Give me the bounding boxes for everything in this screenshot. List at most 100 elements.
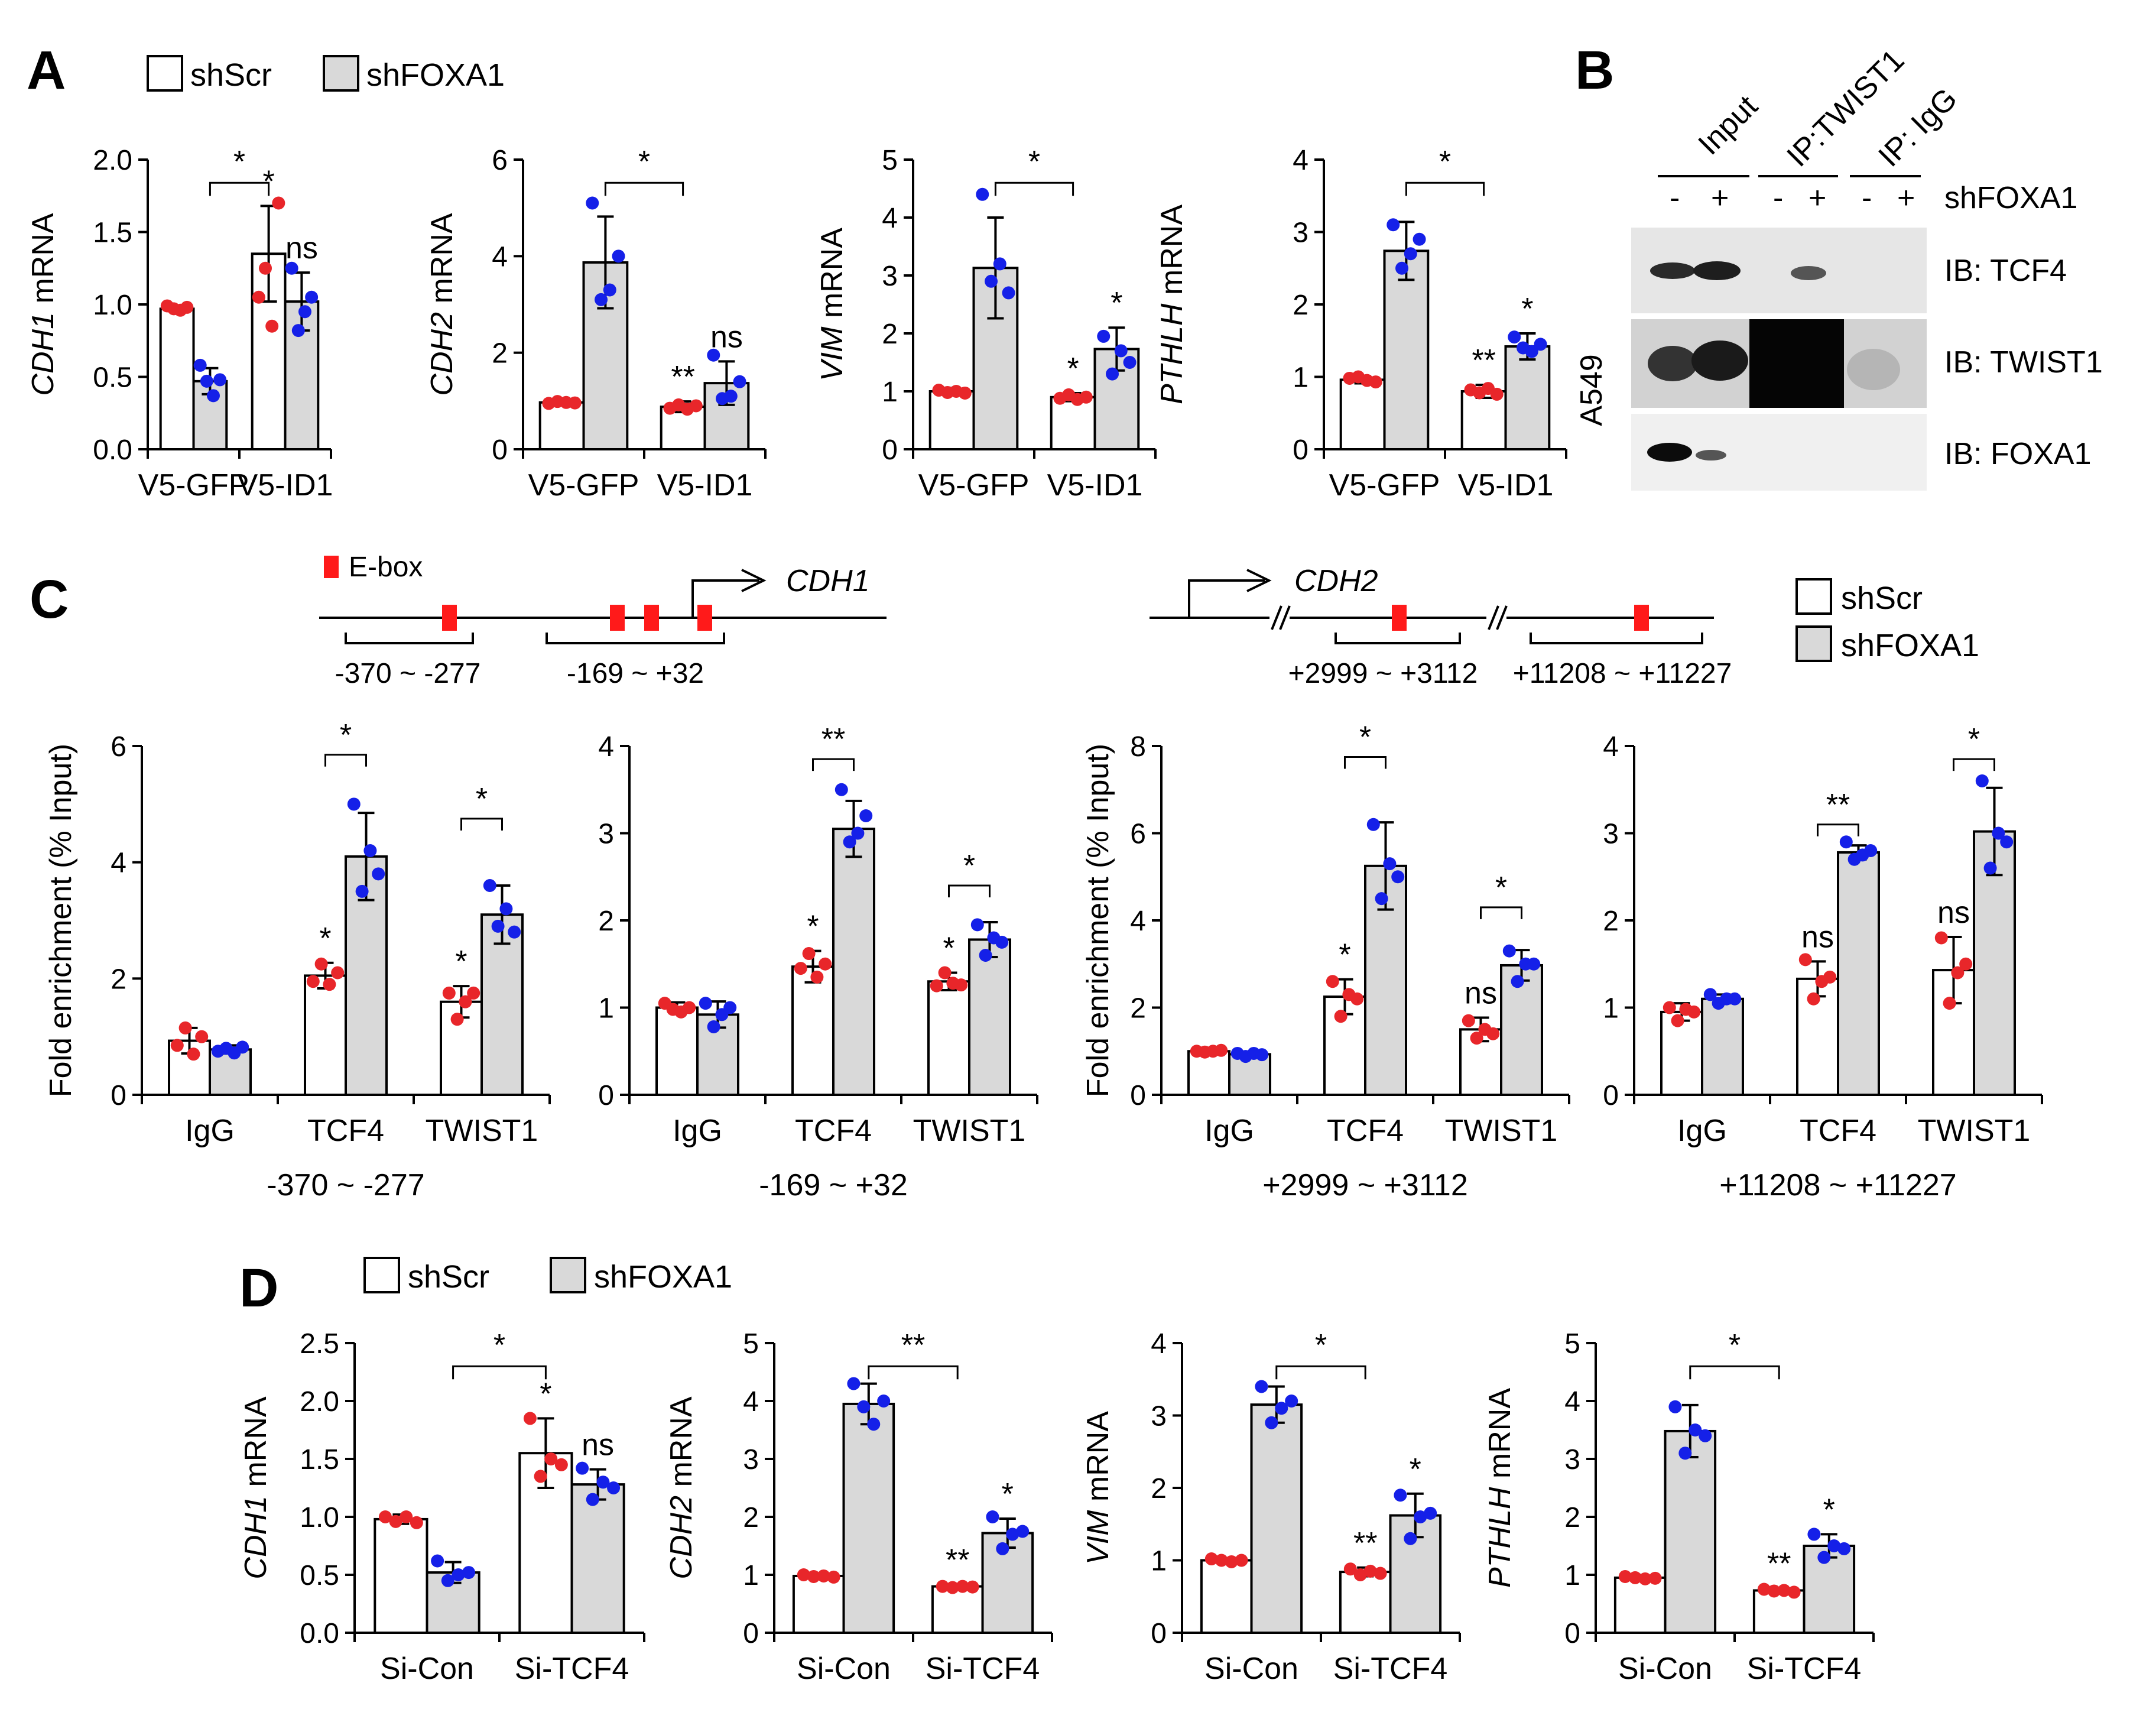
data-point <box>1395 261 1409 275</box>
y-axis-label: Fold enrichment (% Input) <box>44 744 78 1097</box>
data-point <box>2000 835 2014 849</box>
y-tick-label: 3 <box>1603 819 1619 850</box>
y-tick-label: 4 <box>1151 1328 1167 1360</box>
x-category-label: Si-TCF4 <box>926 1652 1040 1686</box>
y-axis-label: CDH1 mRNA <box>239 1396 273 1579</box>
data-point <box>1016 1525 1030 1538</box>
ebox-legend-marker <box>324 556 339 578</box>
data-point <box>827 1570 840 1584</box>
comparison-bracket-label: * <box>1968 722 1980 757</box>
data-point <box>1807 992 1820 1006</box>
data-point <box>1470 1032 1483 1045</box>
data-point <box>452 1568 465 1581</box>
y-tick-label: 0 <box>882 434 898 466</box>
significance-label: * <box>1111 286 1122 320</box>
significance-label: * <box>1002 1477 1014 1512</box>
x-category-label: IgG <box>673 1114 722 1148</box>
legend-d: shScr shFOXA1 <box>363 1257 732 1295</box>
x-category-label: IgG <box>185 1114 235 1148</box>
blot-band <box>1650 262 1695 279</box>
data-point <box>534 1470 547 1483</box>
y-tick-label: 1.0 <box>300 1502 339 1533</box>
y-axis-label: CDH2 mRNA <box>664 1396 699 1579</box>
data-point <box>689 399 703 413</box>
blot-lane-mark: - <box>1670 181 1680 215</box>
data-point <box>1534 338 1547 351</box>
data-point <box>1827 1539 1841 1552</box>
data-point <box>305 290 319 304</box>
y-tick-label: 0 <box>743 1618 759 1649</box>
legend-label-shfoxa1: shFOXA1 <box>594 1259 732 1295</box>
data-point <box>970 918 984 932</box>
data-point <box>1235 1554 1248 1567</box>
blot-lane-mark: + <box>1897 181 1915 215</box>
data-point <box>459 995 472 1008</box>
bar <box>1504 345 1551 450</box>
data-point <box>1123 356 1137 369</box>
comparison-bracket-label: * <box>1729 1328 1741 1363</box>
comparison-bracket-label: * <box>1315 1328 1327 1363</box>
blot-band <box>1647 443 1692 462</box>
data-point <box>206 389 220 403</box>
data-point <box>1353 1568 1367 1581</box>
y-tick-label: 0 <box>598 1080 614 1111</box>
data-point <box>236 1040 249 1054</box>
comparison-bracket-label: * <box>1439 145 1451 179</box>
y-axis-label-gene: CDH1 <box>239 1496 273 1580</box>
y-tick-label: 2 <box>1293 290 1308 321</box>
y-axis-label-gene: PTHLH <box>1483 1487 1517 1588</box>
y-tick-label: 2.0 <box>93 145 132 176</box>
line-break-mark <box>1496 605 1508 630</box>
y-tick-label: 3 <box>1564 1444 1580 1475</box>
data-point <box>1975 774 1989 787</box>
data-point <box>442 986 456 1000</box>
y-axis-label: VIM mRNA <box>815 228 849 381</box>
ebox-marker <box>1634 605 1649 631</box>
data-point <box>306 975 320 988</box>
y-tick-label: 4 <box>1564 1386 1580 1418</box>
data-point <box>1699 1429 1712 1442</box>
data-point <box>576 1461 589 1475</box>
x-category-label: Si-TCF4 <box>1747 1652 1862 1686</box>
bar <box>1339 1571 1392 1635</box>
x-category-label: TCF4 <box>1327 1114 1404 1148</box>
comparison-bracket <box>452 1365 547 1380</box>
data-point <box>1215 1554 1228 1567</box>
y-tick-label: 3 <box>743 1444 759 1475</box>
significance-label: ns <box>1937 896 1970 930</box>
comparison-bracket <box>604 181 684 196</box>
tss-arrow-cdh2 <box>1188 579 1265 618</box>
y-tick-label: 0 <box>1293 434 1308 466</box>
blot-band <box>1648 346 1697 381</box>
y-tick-label: 1 <box>1151 1546 1167 1577</box>
comparison-bracket <box>812 758 855 771</box>
data-point <box>259 261 272 275</box>
data-point <box>807 1569 820 1583</box>
y-tick-label: 6 <box>1130 819 1146 850</box>
data-point <box>1114 344 1128 358</box>
data-point <box>323 978 336 991</box>
bar <box>696 1013 739 1097</box>
data-point <box>331 966 345 980</box>
blot-band <box>1791 266 1826 280</box>
blot-lane-mark: + <box>1711 181 1729 215</box>
data-point <box>431 1554 444 1568</box>
x-category-label: V5-ID1 <box>1047 468 1143 502</box>
x-category-label: TWIST1 <box>1918 1114 2031 1148</box>
bar <box>570 1483 625 1635</box>
x-category-label: V5-GFP <box>138 468 249 502</box>
y-tick-label: 4 <box>1293 145 1308 176</box>
y-tick-label: 1.5 <box>300 1444 339 1475</box>
y-tick-label: 4 <box>1603 731 1619 763</box>
bar <box>1383 249 1430 450</box>
data-point <box>441 1574 454 1587</box>
chip-region-label: +2999 ~ +3112 <box>1288 658 1478 689</box>
y-axis-label: VIM mRNA <box>1081 1411 1115 1565</box>
data-point <box>1414 1510 1427 1523</box>
data-point <box>586 1493 599 1506</box>
data-point <box>400 1510 413 1523</box>
data-point <box>817 1569 830 1582</box>
data-point <box>1839 835 1853 849</box>
